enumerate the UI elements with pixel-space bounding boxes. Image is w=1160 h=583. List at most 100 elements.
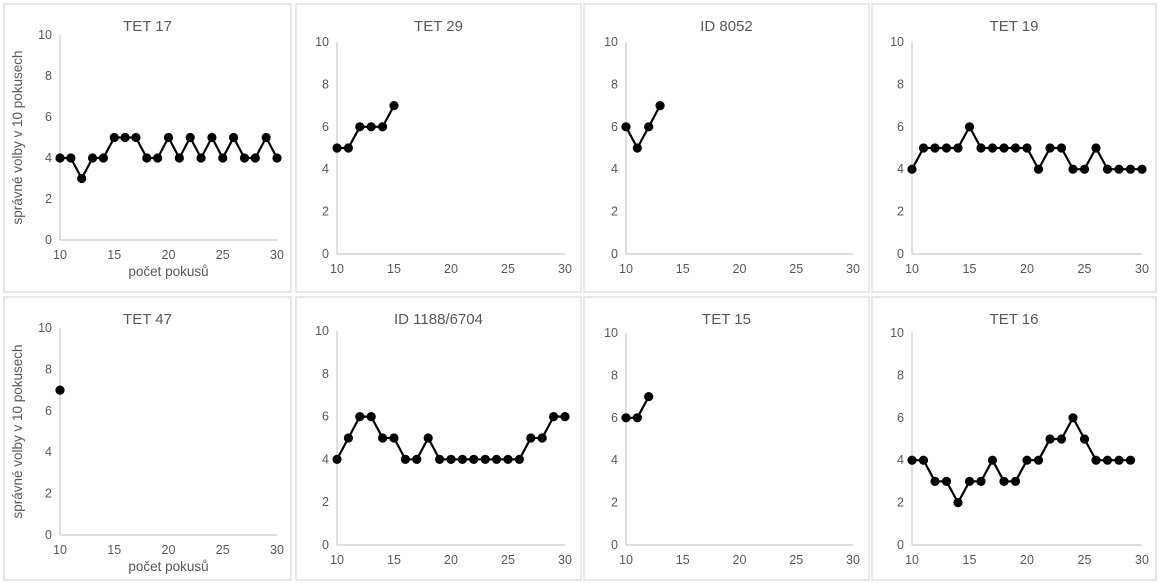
x-tick-label: 10 bbox=[619, 262, 633, 276]
x-tick-label: 15 bbox=[963, 262, 977, 276]
data-point bbox=[131, 132, 141, 143]
y-tick-label: 4 bbox=[897, 453, 904, 467]
chart-panel-6: ID 1188/6704 0 2 4 6 8 10 10 15 20 25 30 bbox=[295, 296, 582, 581]
x-tick-label: 25 bbox=[1078, 553, 1092, 567]
data-point bbox=[1068, 164, 1078, 174]
data-point bbox=[644, 392, 654, 402]
data-point bbox=[999, 143, 1009, 153]
panel-title: TET 17 bbox=[123, 18, 172, 35]
data-point bbox=[1079, 164, 1090, 174]
y-tick-label: 0 bbox=[322, 538, 329, 552]
data-point bbox=[261, 132, 271, 143]
data-point bbox=[976, 143, 986, 153]
data-point bbox=[964, 122, 975, 132]
panel-title: TET 47 bbox=[123, 311, 172, 328]
data-point bbox=[526, 433, 536, 443]
chart-panel-7: TET 15 0 2 4 6 8 10 10 15 20 25 30 bbox=[583, 296, 870, 581]
x-tick-label: 30 bbox=[846, 262, 860, 276]
chart-panel-1: TET 17 0 2 4 6 8 10 10 15 20 25 30 počet pokusů správ… bbox=[3, 3, 292, 293]
data-point bbox=[1045, 434, 1055, 444]
x-tick-label: 15 bbox=[676, 553, 690, 567]
x-tick-label: 30 bbox=[270, 543, 284, 557]
data-point bbox=[469, 454, 479, 464]
data-point bbox=[514, 454, 525, 464]
data-point bbox=[987, 455, 998, 465]
data-point bbox=[1010, 476, 1021, 486]
data-point bbox=[941, 476, 952, 486]
y-tick-label: 0 bbox=[45, 528, 52, 542]
data-point bbox=[999, 476, 1009, 486]
data-point bbox=[343, 433, 353, 443]
data-point bbox=[1091, 143, 1101, 153]
data-point bbox=[918, 455, 929, 465]
x-tick-label: 20 bbox=[444, 553, 458, 567]
data-point bbox=[109, 132, 119, 143]
data-point bbox=[142, 153, 152, 163]
data-point bbox=[503, 454, 513, 464]
y-tick-label: 0 bbox=[897, 538, 904, 552]
data-point bbox=[1125, 164, 1136, 174]
x-tick-label: 10 bbox=[330, 553, 344, 567]
data-point bbox=[423, 433, 433, 443]
y-tick-label: 0 bbox=[45, 233, 52, 247]
y-tick-label: 10 bbox=[604, 326, 618, 340]
data-point bbox=[366, 122, 376, 132]
data-point bbox=[1102, 455, 1113, 465]
data-point bbox=[655, 101, 665, 111]
data-point bbox=[1022, 143, 1032, 153]
data-point bbox=[378, 433, 388, 443]
data-point bbox=[907, 164, 917, 174]
data-point bbox=[196, 153, 206, 163]
x-tick-label: 30 bbox=[846, 553, 860, 567]
y-tick-label: 6 bbox=[611, 120, 618, 134]
y-tick-label: 6 bbox=[45, 404, 52, 418]
y-tick-label: 8 bbox=[322, 77, 329, 91]
panel-title: TET 29 bbox=[414, 18, 463, 35]
data-point bbox=[987, 143, 998, 153]
panel-title: TET 16 bbox=[990, 311, 1039, 328]
panel-title: TET 15 bbox=[702, 311, 751, 328]
y-tick-label: 6 bbox=[45, 110, 52, 124]
x-tick-label: 15 bbox=[107, 543, 121, 557]
y-tick-label: 2 bbox=[45, 487, 52, 501]
x-tick-label: 10 bbox=[53, 248, 67, 262]
y-tick-label: 2 bbox=[322, 205, 329, 219]
panel-frame bbox=[3, 296, 292, 581]
y-tick-label: 2 bbox=[322, 495, 329, 509]
data-point bbox=[87, 153, 98, 163]
chart-panel-5: TET 47 0 2 4 6 8 10 10 15 20 25 30 počet pokusů správ… bbox=[3, 296, 292, 581]
data-point bbox=[1056, 143, 1067, 153]
chart-panel-3: ID 8052 0 2 4 6 8 10 10 15 20 25 30 bbox=[583, 3, 870, 293]
x-tick-label: 10 bbox=[53, 543, 67, 557]
y-tick-label: 10 bbox=[38, 321, 52, 335]
y-tick-label: 10 bbox=[890, 35, 904, 49]
panel-title: ID 1188/6704 bbox=[394, 311, 483, 328]
data-point bbox=[120, 132, 130, 143]
data-point bbox=[644, 122, 654, 132]
x-tick-label: 30 bbox=[270, 248, 284, 262]
y-tick-label: 0 bbox=[897, 247, 904, 261]
x-tick-label: 25 bbox=[501, 262, 515, 276]
y-tick-label: 2 bbox=[897, 496, 904, 510]
x-tick-label: 10 bbox=[905, 262, 919, 276]
data-point bbox=[332, 143, 342, 153]
x-tick-label: 20 bbox=[162, 543, 176, 557]
data-point bbox=[446, 454, 456, 464]
panel-frame bbox=[583, 296, 870, 581]
y-tick-label: 2 bbox=[45, 192, 52, 206]
y-tick-label: 8 bbox=[897, 368, 904, 382]
y-axis-title: správné volby v 10 pokusech bbox=[10, 344, 25, 518]
x-tick-label: 25 bbox=[1078, 262, 1092, 276]
y-tick-label: 10 bbox=[38, 28, 52, 42]
y-tick-label: 6 bbox=[897, 120, 904, 134]
x-tick-label: 10 bbox=[619, 553, 633, 567]
data-point bbox=[621, 122, 631, 132]
data-point bbox=[918, 143, 929, 153]
y-tick-label: 10 bbox=[890, 326, 904, 340]
data-point bbox=[621, 413, 631, 423]
panel-frame bbox=[583, 3, 870, 293]
data-point bbox=[1022, 455, 1032, 465]
data-point bbox=[229, 132, 239, 143]
y-tick-label: 4 bbox=[611, 453, 618, 467]
data-point bbox=[1056, 434, 1067, 444]
